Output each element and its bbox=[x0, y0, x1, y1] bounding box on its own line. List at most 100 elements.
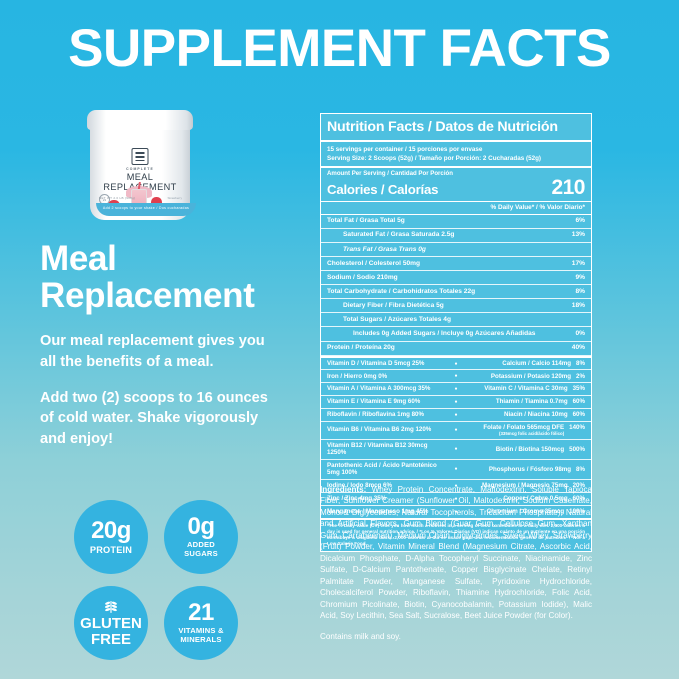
micronutrient-right: Thiamin / Tiamina 0.7mg 60% bbox=[469, 398, 585, 405]
micronutrient-right-name: Copper / Cobre 0.5mg bbox=[503, 495, 568, 503]
divider bbox=[321, 438, 591, 440]
product-description: Our meal replacement gives you all the b… bbox=[40, 332, 265, 370]
nutrient-daily-value: 18% bbox=[571, 301, 585, 309]
tub-brand-label: COMPLETE bbox=[126, 167, 154, 171]
badge-added-sugars-value: 0g bbox=[187, 513, 215, 541]
nutrient-name: Trans Fat / Grasa Trans 0g bbox=[343, 245, 426, 253]
contains-statement: Contains milk and soy. bbox=[320, 631, 401, 641]
micronutrient-right-daily-value: 500% bbox=[569, 445, 585, 453]
ingredients-label: Ingredients: bbox=[320, 485, 367, 494]
micronutrient-left: Vitamin E / Vitamina E 9mg 60% bbox=[327, 398, 421, 406]
micronutrient-row: Iron / Hierro 0mg 0% ● Potassium / Potasio… bbox=[321, 370, 591, 382]
bullet-separator-icon: ● bbox=[454, 386, 458, 393]
micronutrient-right-daily-value: 60% bbox=[572, 495, 585, 503]
product-container-image: COMPLETE MEAL REPLACEMENT 21 Strawberry … bbox=[84, 104, 196, 222]
bullet-separator-icon: ● bbox=[454, 427, 458, 434]
badge-row-1: 20g PROTEIN 0g ADDED SUGARS bbox=[74, 500, 264, 574]
nutrient-daily-value: 0% bbox=[575, 330, 585, 338]
divider bbox=[321, 284, 591, 286]
bullet-separator-icon: ● bbox=[454, 466, 458, 473]
divider bbox=[321, 140, 591, 143]
nutrient-name: Total Carbohydrate / Carbohidratos Total… bbox=[327, 287, 476, 295]
divider bbox=[321, 298, 591, 300]
bullet-separator-icon: ● bbox=[454, 373, 458, 380]
nutrient-row: Saturated Fat / Grasa Saturada 2.5g 13% bbox=[321, 229, 591, 242]
amount-per-serving-label: Amount Per Serving / Cantidad Por Porció… bbox=[327, 170, 453, 178]
micronutrient-left: Zinc / Zinc 4mg 35% bbox=[327, 495, 387, 503]
badge-gluten-label-2: FREE bbox=[90, 630, 131, 648]
micronutrient-left: Vitamin D / Vitamina D 5mcg 25% bbox=[327, 359, 425, 367]
micronutrient-left: Iodine / Iodo 8mcg 6% bbox=[327, 482, 392, 490]
ingredients-block: Ingredients: Whey Protein Concentrate, M… bbox=[320, 484, 592, 642]
bullet-separator-icon: ● bbox=[454, 495, 458, 502]
micronutrient-right-name: Vitamin C / Vitamina C 30mg bbox=[484, 385, 568, 393]
micronutrient-right-name: Phosphorus / Fósforo 98mg bbox=[488, 465, 572, 473]
micronutrient-right-daily-value: 100% bbox=[569, 507, 585, 515]
micronutrient-right: Potassium / Potasio 120mg 2% bbox=[469, 373, 585, 380]
micronutrient-right: Biotin / Biotina 150mcg 500% bbox=[469, 446, 585, 453]
divider bbox=[321, 517, 591, 520]
badge-added-sugars-label-1: ADDED bbox=[186, 539, 215, 549]
nutrient-rows: Total Fat / Grasa Total 5g 6% Saturated Fa… bbox=[321, 215, 591, 356]
micronutrient-right: Niacin / Niacina 10mg 60% bbox=[469, 411, 585, 418]
strawberry-icon bbox=[151, 197, 162, 208]
badge-protein: 20g PROTEIN bbox=[74, 500, 148, 574]
ingredients-paragraph: Ingredients: Whey Protein Concentrate, M… bbox=[320, 484, 592, 622]
micronutrient-left: Vitamin B6 / Vitamina B6 2mg 120% bbox=[327, 426, 432, 434]
divider bbox=[321, 369, 591, 371]
micronutrient-left: Pantothenic Acid / Ácido Pantoténico 5mg… bbox=[327, 462, 437, 477]
divider bbox=[321, 312, 591, 314]
nutrition-facts-title: Nutrition Facts / Datos de Nutrición bbox=[327, 119, 558, 135]
divider bbox=[321, 355, 591, 358]
badge-added-sugars: 0g ADDED SUGARS bbox=[164, 500, 238, 574]
divider bbox=[321, 270, 591, 272]
badge-gluten-label-1: GLUTEN bbox=[80, 615, 142, 633]
nutrient-name: Includes 0g Added Sugars / Incluye 0g Az… bbox=[353, 330, 536, 338]
divider bbox=[321, 213, 591, 215]
micronutrient-row: Manganese / Manganeso 1mg 45% ● Chromium /… bbox=[321, 506, 591, 518]
badge-vitamins-label-1: VITAMINS & bbox=[178, 625, 224, 635]
divider bbox=[321, 165, 591, 168]
nutrient-name: Sodium / Sodio 210mg bbox=[327, 273, 398, 281]
page-title: SUPPLEMENT FACTS bbox=[68, 19, 611, 78]
nutrient-name: Protein / Proteína 20g bbox=[327, 344, 395, 352]
nutrient-daily-value: 6% bbox=[575, 217, 585, 225]
micronutrient-right-daily-value: 2% bbox=[576, 372, 585, 380]
nutrient-daily-value bbox=[579, 316, 585, 324]
tub-lid bbox=[87, 110, 193, 130]
divider bbox=[321, 479, 591, 481]
bullet-separator-icon: ● bbox=[454, 483, 458, 489]
nutrient-row: Total Sugars / Azúcares Totales 4g bbox=[321, 313, 591, 326]
micronutrient-right: Copper / Cobre 0.5mg 60% bbox=[469, 495, 585, 502]
badge-vitamins-label-2: MINERALS bbox=[180, 635, 222, 645]
micronutrient-row: Vitamin B6 / Vitamina B6 2mg 120% ● Folate… bbox=[321, 422, 591, 439]
micronutrient-right-subnote: (335mcg folic acid/ácido fólico) bbox=[499, 431, 565, 437]
badge-vitamins-minerals: 21 VITAMINS & MINERALS bbox=[164, 586, 238, 660]
nutrient-name: Saturated Fat / Grasa Saturada 2.5g bbox=[343, 231, 455, 239]
badge-added-sugars-label-2: SUGARS bbox=[184, 549, 218, 559]
micronutrient-right-name: Potassium / Potasio 120mg bbox=[490, 372, 572, 380]
divider bbox=[321, 227, 591, 229]
nutrient-daily-value: 9% bbox=[575, 273, 585, 281]
micronutrient-row: Pantothenic Acid / Ácido Pantoténico 5mg… bbox=[321, 460, 591, 479]
divider bbox=[321, 326, 591, 328]
nutrient-row: Includes 0g Added Sugars / Incluye 0g Az… bbox=[321, 327, 591, 340]
micronutrient-left: Manganese / Manganeso 1mg 45% bbox=[327, 507, 429, 515]
micronutrient-right-name: Folate / Folato 565mcg DFE (335mcg folic … bbox=[483, 423, 565, 437]
nutrient-row: Total Fat / Grasa Total 5g 6% bbox=[321, 215, 591, 228]
servings-per-container: 15 servings per container / 15 porciones… bbox=[327, 145, 483, 153]
badge-group: 20g PROTEIN 0g ADDED SUGARS GLUTEN bbox=[74, 500, 264, 672]
micronutrient-right-daily-value: 35% bbox=[572, 385, 585, 393]
badge-protein-label: PROTEIN bbox=[89, 544, 133, 555]
calories-value: 210 bbox=[551, 175, 585, 199]
micronutrient-rows: Vitamin D / Vitamina D 5mcg 25% ● Calcium … bbox=[321, 358, 591, 518]
micronutrient-right: Calcium / Calcio 114mg 8% bbox=[469, 360, 585, 367]
divider bbox=[321, 504, 591, 506]
nutrient-row: Protein / Proteína 20g 40% bbox=[321, 342, 591, 355]
product-headline: Meal Replacement bbox=[40, 240, 290, 315]
nutrient-name: Total Fat / Grasa Total 5g bbox=[327, 217, 405, 225]
micronutrient-right-daily-value: 8% bbox=[576, 465, 585, 473]
nutrition-facts-panel: Nutrition Facts / Datos de Nutrición 15 … bbox=[320, 113, 592, 553]
nutrient-daily-value: 13% bbox=[571, 231, 585, 239]
micronutrient-right: Folate / Folato 565mcg DFE (335mcg folic … bbox=[469, 424, 585, 437]
